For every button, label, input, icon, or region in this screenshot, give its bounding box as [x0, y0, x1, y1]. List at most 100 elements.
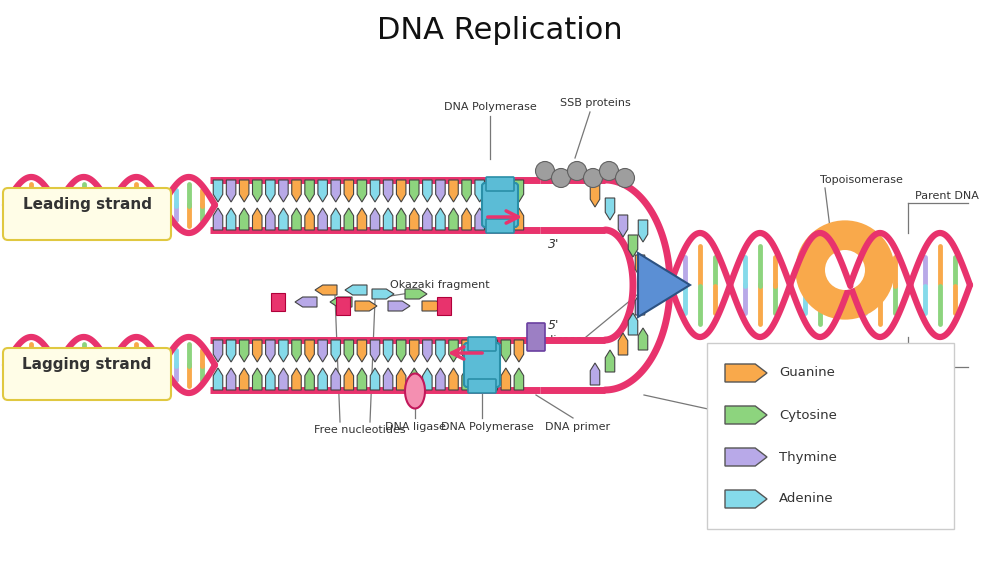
- Polygon shape: [344, 180, 354, 202]
- Polygon shape: [514, 180, 524, 202]
- Text: SSB proteins: SSB proteins: [560, 98, 630, 108]
- Polygon shape: [305, 368, 314, 390]
- Circle shape: [584, 169, 602, 187]
- Polygon shape: [292, 368, 301, 390]
- Polygon shape: [383, 368, 393, 390]
- FancyBboxPatch shape: [464, 343, 500, 387]
- Polygon shape: [370, 368, 380, 390]
- Polygon shape: [422, 301, 444, 311]
- Polygon shape: [226, 180, 236, 202]
- Polygon shape: [605, 198, 615, 220]
- Polygon shape: [514, 208, 524, 230]
- Polygon shape: [638, 328, 648, 350]
- Circle shape: [807, 232, 883, 308]
- Polygon shape: [266, 180, 275, 202]
- Polygon shape: [213, 368, 223, 390]
- Polygon shape: [383, 340, 393, 362]
- FancyBboxPatch shape: [468, 379, 496, 393]
- Polygon shape: [370, 340, 380, 362]
- Polygon shape: [357, 368, 367, 390]
- Polygon shape: [292, 208, 301, 230]
- Circle shape: [616, 169, 635, 187]
- Polygon shape: [628, 235, 638, 257]
- Polygon shape: [266, 340, 275, 362]
- Polygon shape: [331, 180, 341, 202]
- Polygon shape: [344, 368, 354, 390]
- Polygon shape: [213, 208, 223, 230]
- Polygon shape: [357, 340, 367, 362]
- Polygon shape: [423, 180, 432, 202]
- Bar: [336, 297, 350, 315]
- FancyBboxPatch shape: [3, 348, 171, 400]
- Polygon shape: [405, 289, 427, 299]
- Polygon shape: [436, 180, 445, 202]
- Polygon shape: [475, 340, 484, 362]
- Polygon shape: [449, 340, 458, 362]
- Polygon shape: [279, 368, 288, 390]
- Polygon shape: [396, 208, 406, 230]
- Polygon shape: [628, 313, 638, 335]
- Polygon shape: [318, 208, 327, 230]
- Polygon shape: [423, 340, 432, 362]
- Circle shape: [536, 161, 554, 181]
- Polygon shape: [635, 255, 645, 277]
- Polygon shape: [618, 215, 628, 237]
- Circle shape: [568, 161, 587, 181]
- Polygon shape: [449, 208, 458, 230]
- Polygon shape: [239, 340, 249, 362]
- Polygon shape: [331, 208, 341, 230]
- Text: DNA ligase: DNA ligase: [385, 422, 445, 432]
- Polygon shape: [318, 180, 327, 202]
- Polygon shape: [488, 208, 498, 230]
- Polygon shape: [279, 340, 288, 362]
- Polygon shape: [226, 208, 236, 230]
- Text: DNA Replication: DNA Replication: [377, 16, 623, 45]
- Polygon shape: [253, 340, 262, 362]
- Polygon shape: [266, 368, 275, 390]
- Polygon shape: [226, 340, 236, 362]
- Polygon shape: [462, 340, 471, 362]
- Polygon shape: [436, 368, 445, 390]
- Polygon shape: [331, 368, 341, 390]
- Text: 3': 3': [548, 238, 559, 251]
- Polygon shape: [590, 363, 600, 385]
- Polygon shape: [725, 364, 767, 382]
- Polygon shape: [410, 340, 419, 362]
- Polygon shape: [638, 220, 648, 242]
- Polygon shape: [396, 368, 406, 390]
- Polygon shape: [423, 368, 432, 390]
- Polygon shape: [410, 180, 419, 202]
- Text: DNA Polymerase: DNA Polymerase: [444, 102, 536, 112]
- Polygon shape: [370, 180, 380, 202]
- FancyBboxPatch shape: [486, 219, 514, 233]
- Polygon shape: [514, 340, 524, 362]
- Polygon shape: [436, 208, 445, 230]
- Polygon shape: [253, 368, 262, 390]
- Text: Cytosine: Cytosine: [779, 408, 837, 421]
- Polygon shape: [605, 350, 615, 372]
- Polygon shape: [475, 368, 484, 390]
- Polygon shape: [449, 368, 458, 390]
- Polygon shape: [635, 293, 645, 315]
- Text: Lagging strand: Lagging strand: [22, 357, 152, 371]
- Polygon shape: [383, 180, 393, 202]
- Text: DNA Polymerase: DNA Polymerase: [441, 422, 533, 432]
- FancyBboxPatch shape: [3, 188, 171, 240]
- Polygon shape: [239, 180, 249, 202]
- Polygon shape: [618, 333, 628, 355]
- Polygon shape: [266, 208, 275, 230]
- Polygon shape: [372, 289, 394, 299]
- Polygon shape: [638, 253, 690, 317]
- Polygon shape: [357, 180, 367, 202]
- Polygon shape: [725, 448, 767, 466]
- Circle shape: [825, 250, 865, 290]
- Polygon shape: [475, 180, 484, 202]
- Circle shape: [552, 169, 571, 187]
- Circle shape: [600, 161, 618, 181]
- Text: Adenine: Adenine: [779, 492, 834, 506]
- Text: DNA primer: DNA primer: [545, 422, 611, 432]
- Polygon shape: [357, 208, 367, 230]
- Polygon shape: [501, 368, 511, 390]
- Polygon shape: [318, 368, 327, 390]
- Polygon shape: [318, 340, 327, 362]
